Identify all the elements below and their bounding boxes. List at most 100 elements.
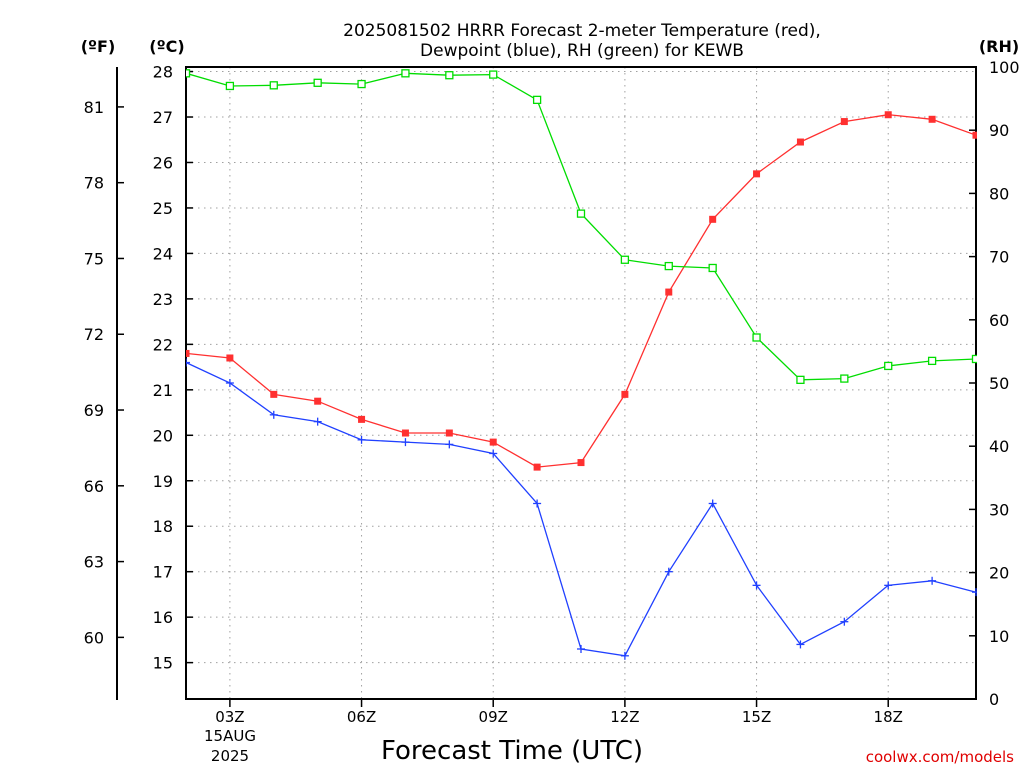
dewpoint-point bbox=[664, 567, 673, 576]
f-tick-label: 66 bbox=[84, 477, 104, 496]
dewpoint-point bbox=[620, 651, 629, 660]
rh-point bbox=[664, 261, 673, 271]
rh-point bbox=[225, 81, 235, 91]
rh-tick-label: 20 bbox=[989, 564, 1009, 583]
dewpoint-point bbox=[796, 640, 805, 649]
dewpoint-point bbox=[313, 417, 322, 426]
c-tick-label: 18 bbox=[153, 517, 173, 536]
rh-tick-label: 60 bbox=[989, 311, 1009, 330]
temperature-point bbox=[840, 118, 848, 126]
rh-tick-label: 80 bbox=[989, 184, 1009, 203]
dewpoint-point bbox=[752, 581, 761, 590]
fahrenheit-ticks: 60 63 66 69 72 75 78 81 bbox=[84, 98, 124, 647]
temperature-point bbox=[709, 215, 717, 223]
x-tick-label: 06Z bbox=[347, 708, 376, 726]
f-tick-label: 81 bbox=[84, 98, 104, 117]
chart-title-line1: 2025081502 HRRR Forecast 2-meter Tempera… bbox=[343, 21, 821, 41]
rh-point bbox=[752, 333, 761, 342]
rh-point bbox=[313, 78, 322, 87]
rh-point bbox=[269, 81, 278, 90]
rh-point bbox=[532, 95, 542, 105]
f-tick-label: 75 bbox=[84, 249, 104, 268]
c-tick-label: 22 bbox=[153, 335, 173, 354]
x-tick-label: 18Z bbox=[874, 708, 903, 726]
f-tick-label: 63 bbox=[84, 553, 104, 572]
c-tick-label: 28 bbox=[153, 63, 173, 82]
temperature-point bbox=[796, 138, 804, 146]
temperature-point bbox=[884, 111, 892, 119]
rh-point bbox=[927, 356, 937, 366]
rh-tick-label: 30 bbox=[989, 500, 1009, 519]
temperature-point bbox=[314, 397, 322, 405]
dewpoint-point bbox=[577, 644, 585, 653]
watermark: coolwx.com/models bbox=[866, 748, 1014, 766]
celsius-ticks: 15 16 17 18 19 20 21 22 23 24 25 26 27 28 bbox=[153, 63, 193, 673]
temperature-point bbox=[186, 349, 190, 357]
date-label-year: 2025 bbox=[211, 747, 249, 765]
temperature-point bbox=[401, 429, 409, 437]
c-tick-label: 15 bbox=[153, 654, 173, 673]
rh-point bbox=[620, 255, 630, 264]
c-tick-label: 24 bbox=[153, 244, 173, 263]
dewpoint-point bbox=[269, 410, 278, 419]
dewpoint-line bbox=[186, 361, 977, 657]
dewpoint-point bbox=[357, 435, 366, 444]
dewpoint-point bbox=[533, 499, 542, 508]
rh-point bbox=[708, 263, 717, 273]
f-tick-label: 69 bbox=[84, 401, 104, 420]
rh-point bbox=[445, 71, 454, 80]
dewpoint-point bbox=[225, 379, 234, 387]
dewpoint-point bbox=[708, 499, 717, 508]
c-tick-label: 20 bbox=[153, 426, 173, 445]
c-tick-label: 17 bbox=[153, 563, 173, 582]
c-tick-label: 27 bbox=[153, 108, 173, 127]
rh-point bbox=[357, 79, 366, 89]
rh-point bbox=[186, 69, 191, 78]
c-tick-label: 26 bbox=[153, 153, 173, 172]
c-tick-label: 21 bbox=[153, 381, 173, 400]
rh-point bbox=[489, 70, 498, 79]
c-tick-label: 23 bbox=[153, 290, 173, 309]
rh-point bbox=[840, 374, 849, 383]
temperature-point bbox=[226, 354, 234, 362]
x-axis-label: Forecast Time (UTC) bbox=[381, 736, 643, 766]
rh-tick-label: 0 bbox=[989, 690, 999, 709]
rh-series bbox=[186, 69, 977, 384]
dewpoint-point bbox=[445, 440, 454, 449]
dewpoint-point bbox=[972, 588, 977, 597]
dewpoint-point bbox=[401, 438, 410, 447]
f-tick-label: 72 bbox=[84, 325, 104, 344]
dewpoint-point bbox=[489, 449, 498, 458]
c-tick-label: 25 bbox=[153, 199, 173, 218]
rh-point bbox=[576, 209, 586, 218]
temperature-point bbox=[753, 170, 761, 178]
temperature-point bbox=[928, 115, 936, 123]
x-tick-label: 09Z bbox=[479, 708, 508, 726]
c-tick-label: 19 bbox=[153, 472, 173, 491]
rh-tick-label: 70 bbox=[989, 248, 1009, 267]
rh-tick-label: 10 bbox=[989, 627, 1009, 646]
plot-frame bbox=[185, 66, 977, 700]
chart-title-line2: Dewpoint (blue), RH (green) for KEWB bbox=[420, 41, 744, 61]
rh-point bbox=[971, 354, 977, 364]
f-tick-label: 60 bbox=[84, 628, 104, 647]
temperature-point bbox=[621, 390, 629, 398]
dewpoint-series bbox=[186, 358, 977, 660]
temperature-line bbox=[186, 114, 977, 468]
rh-point bbox=[884, 361, 893, 371]
celsius-unit-label: (ºC) bbox=[149, 37, 184, 56]
temperature-point bbox=[270, 390, 278, 398]
f-tick-label: 78 bbox=[84, 174, 104, 193]
grid-lines bbox=[186, 67, 976, 699]
temperature-series bbox=[186, 111, 977, 471]
temperature-point bbox=[489, 438, 497, 446]
rh-ticks: 0 10 20 30 40 50 60 70 80 90 100 bbox=[969, 58, 1020, 709]
fahrenheit-unit-label: (ºF) bbox=[81, 37, 116, 56]
rh-tick-label: 40 bbox=[989, 437, 1009, 456]
x-tick-label: 12Z bbox=[610, 708, 639, 726]
temperature-point bbox=[665, 288, 673, 296]
date-label-day: 15AUG bbox=[204, 727, 256, 745]
x-tick-label: 15Z bbox=[742, 708, 771, 726]
temperature-point bbox=[358, 415, 366, 423]
